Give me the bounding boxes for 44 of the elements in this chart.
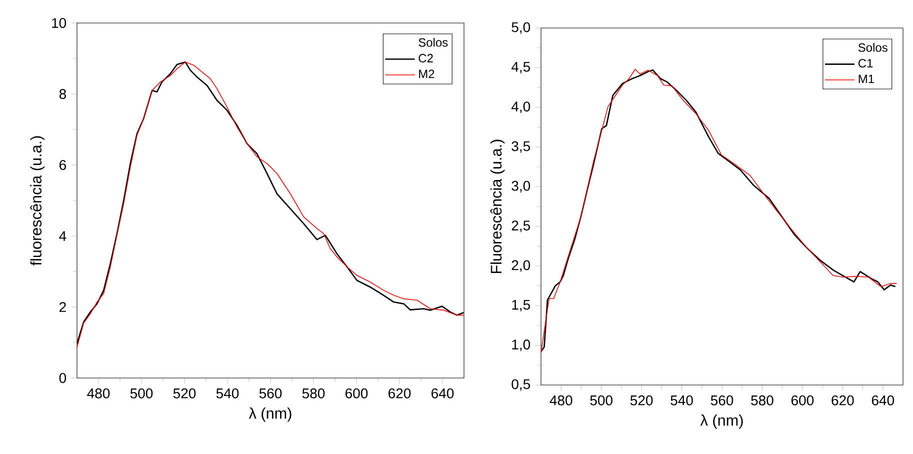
x-tick-label: 600 bbox=[346, 388, 368, 398]
y-tick-label: 5,0 bbox=[512, 22, 530, 34]
y-axis-title: fluorescência (u.a.) bbox=[30, 136, 45, 266]
x-tick-label: 580 bbox=[751, 395, 774, 406]
x-tick-label: 640 bbox=[872, 395, 894, 406]
y-tick-label: 8 bbox=[59, 89, 66, 99]
legend-title: Solos bbox=[418, 38, 448, 47]
legend-label: M2 bbox=[419, 70, 434, 78]
y-tick-label: 2,5 bbox=[512, 220, 530, 232]
x-tick-label: 480 bbox=[550, 395, 572, 406]
x-tick-label: 520 bbox=[630, 395, 653, 406]
y-tick-label: 2 bbox=[60, 302, 66, 312]
y-tick-label: 1,0 bbox=[512, 340, 530, 352]
x-tick-label: 500 bbox=[590, 395, 612, 406]
y-tick-label: 2,0 bbox=[512, 260, 530, 272]
legend-label: M1 bbox=[858, 74, 874, 83]
x-tick-label: 620 bbox=[388, 388, 411, 398]
y-tick-label: 4 bbox=[59, 231, 66, 241]
y-tick-label: 3,0 bbox=[512, 180, 530, 192]
x-tick-label: 480 bbox=[87, 388, 110, 398]
x-tick-label: 580 bbox=[302, 388, 325, 398]
y-tick-label: 0,5 bbox=[512, 379, 530, 391]
y-axis-title: Fluorescência (u.a.) bbox=[490, 140, 505, 273]
x-tick-label: 540 bbox=[670, 395, 693, 406]
y-tick-label: 3,5 bbox=[512, 141, 530, 153]
y-tick-label: 10 bbox=[52, 18, 66, 28]
x-tick-label: 560 bbox=[710, 395, 734, 406]
y-tick-label: 6 bbox=[60, 160, 66, 170]
x-tick-label: 560 bbox=[259, 388, 282, 398]
legend-title: Solos bbox=[858, 42, 888, 52]
y-tick-label: 0 bbox=[59, 373, 66, 383]
legend-label: C2 bbox=[418, 54, 433, 62]
x-axis-title: λ (nm) bbox=[700, 414, 743, 429]
x-tick-label: 540 bbox=[216, 388, 239, 398]
x-tick-label: 600 bbox=[791, 395, 814, 406]
x-axis-title: λ (nm) bbox=[248, 407, 292, 422]
legend-label: C1 bbox=[858, 59, 873, 68]
y-tick-label: 4,5 bbox=[511, 62, 530, 74]
y-tick-label: 4,0 bbox=[511, 102, 530, 114]
x-tick-label: 500 bbox=[130, 388, 153, 398]
x-tick-label: 520 bbox=[173, 388, 196, 398]
x-tick-label: 620 bbox=[832, 395, 854, 406]
y-tick-label: 1,5 bbox=[512, 300, 530, 312]
x-tick-label: 640 bbox=[432, 388, 454, 398]
